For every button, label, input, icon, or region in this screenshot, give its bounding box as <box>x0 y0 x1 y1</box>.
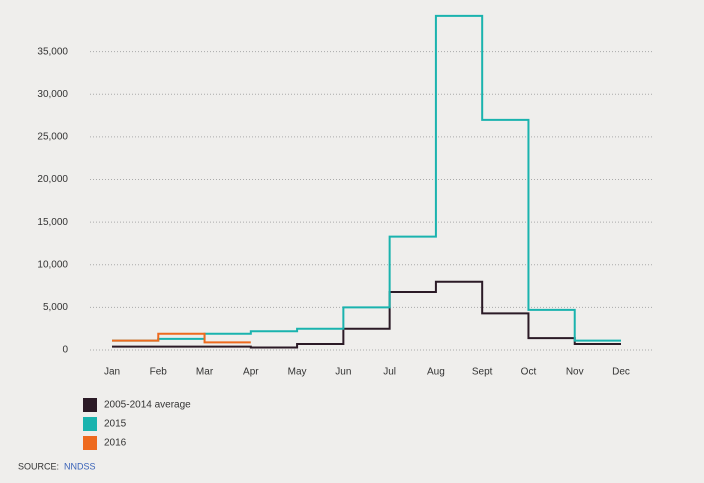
source-label: SOURCE: <box>18 461 59 471</box>
x-tick-label: Jul <box>383 367 396 378</box>
series-line <box>112 14 621 342</box>
y-tick-label: 25,000 <box>37 132 68 143</box>
y-tick-label: 15,000 <box>37 217 68 228</box>
x-tick-label: Dec <box>612 367 630 378</box>
x-tick-label: Mar <box>196 367 214 378</box>
y-tick-label: 5,000 <box>43 302 68 313</box>
legend-label: 2005-2014 average <box>104 400 191 411</box>
legend-swatch <box>83 417 97 431</box>
x-tick-label: Apr <box>243 367 259 378</box>
source-link[interactable]: NNDSS <box>64 461 96 471</box>
y-tick-label: 30,000 <box>37 89 68 100</box>
legend-swatch <box>83 436 97 450</box>
y-tick-label: 35,000 <box>37 46 68 57</box>
series-line <box>112 332 251 344</box>
x-tick-label: Jun <box>335 367 351 378</box>
legend-label: 2016 <box>104 438 127 449</box>
series-line <box>112 280 621 349</box>
x-tick-label: May <box>288 367 307 378</box>
x-tick-label: Feb <box>150 367 168 378</box>
x-tick-label: Nov <box>566 367 584 378</box>
x-tick-label: Aug <box>427 367 445 378</box>
y-tick-label: 10,000 <box>37 259 68 270</box>
x-tick-label: Jan <box>104 367 120 378</box>
y-tick-label: 0 <box>62 345 68 356</box>
legend-label: 2015 <box>104 419 127 430</box>
legend-swatch <box>83 398 97 412</box>
y-tick-label: 20,000 <box>37 174 68 185</box>
x-tick-label: Oct <box>521 367 537 378</box>
x-tick-label: Sept <box>472 367 493 378</box>
